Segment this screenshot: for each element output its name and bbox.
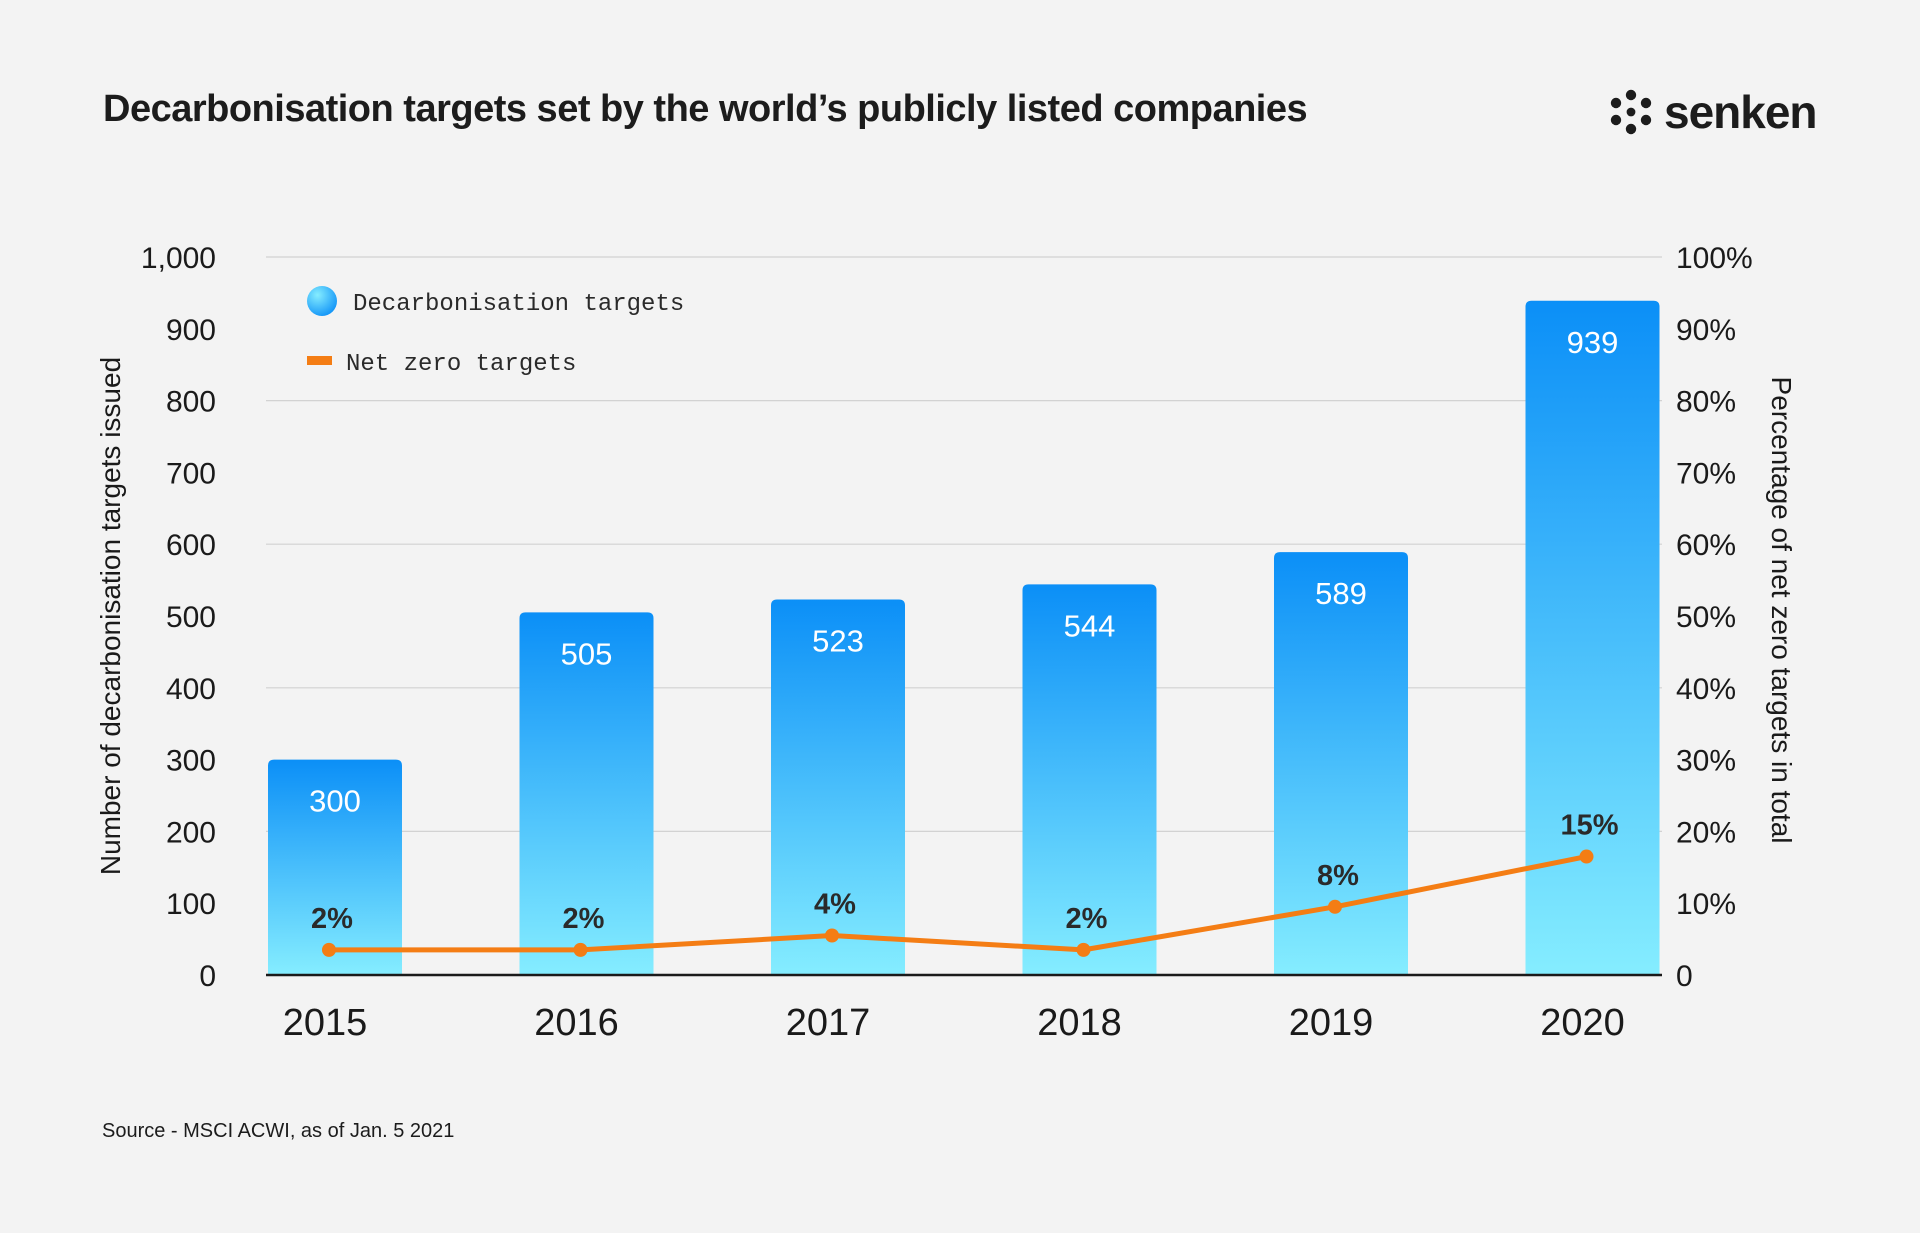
y2-tick-label: 90%	[1676, 314, 1736, 347]
net-zero-label: 15%	[1560, 810, 1618, 842]
y-tick-label: 1,000	[141, 242, 216, 275]
y2-tick-label: 10%	[1676, 888, 1736, 921]
net-zero-label: 4%	[814, 889, 856, 921]
x-tick-label: 2019	[1289, 1002, 1374, 1044]
bar-value-label: 589	[1315, 576, 1367, 611]
x-tick-label: 2015	[283, 1002, 368, 1044]
bar-2016	[519, 612, 654, 975]
bar-value-label: 300	[309, 784, 361, 819]
y-tick-label: 500	[166, 601, 216, 634]
x-tick-label: 2020	[1540, 1002, 1625, 1044]
y2-axis-title: Percentage of net zero targets in total	[1766, 377, 1797, 844]
net-zero-point-2019	[1328, 899, 1342, 914]
bar-value-label: 523	[812, 623, 864, 658]
net-zero-label: 2%	[311, 903, 353, 935]
bar-2018	[1022, 584, 1157, 975]
legend-swatch-decarbonisation	[307, 286, 337, 316]
x-tick-label: 2016	[534, 1002, 619, 1044]
chart-title: Decarbonisation targets set by the world…	[103, 88, 1308, 130]
net-zero-label: 2%	[563, 903, 605, 935]
legend-swatch-net-zero	[307, 356, 332, 365]
net-zero-point-2018	[1076, 942, 1091, 957]
y-tick-label: 0	[199, 960, 216, 993]
y2-tick-label: 30%	[1676, 745, 1736, 778]
net-zero-point-2015	[322, 942, 336, 957]
net-zero-line	[329, 854, 1587, 953]
y2-tick-label: 40%	[1676, 673, 1736, 706]
y2-tick-label: 80%	[1676, 386, 1736, 419]
y2-tick-label: 0	[1676, 960, 1693, 993]
bar-value-label: 505	[561, 636, 613, 671]
y2-tick-label: 70%	[1676, 457, 1736, 490]
net-zero-label: 2%	[1066, 903, 1108, 935]
bar-2019	[1274, 552, 1408, 975]
y2-tick-label: 60%	[1676, 529, 1736, 562]
y-tick-label: 400	[166, 673, 216, 706]
y2-tick-label: 50%	[1676, 601, 1736, 634]
y-tick-label: 600	[166, 529, 216, 562]
brand-name: senken	[1664, 86, 1818, 138]
bar-2015	[268, 759, 402, 975]
y-tick-label: 700	[166, 457, 216, 490]
net-zero-label: 8%	[1317, 860, 1359, 892]
y2-tick-label: 20%	[1676, 816, 1736, 849]
brand-logo: senken	[1608, 86, 1818, 138]
y-tick-label: 200	[166, 816, 216, 849]
x-tick-label: 2017	[786, 1002, 871, 1044]
x-tick-label: 2018	[1037, 1002, 1122, 1044]
net-zero-point-2017	[825, 928, 839, 943]
y-tick-label: 900	[166, 314, 216, 347]
senken-flower-icon	[1610, 89, 1652, 135]
source-note: Source - MSCI ACWI, as of Jan. 5 2021	[102, 1120, 455, 1142]
bar-2020	[1525, 300, 1660, 976]
bar-value-label: 939	[1567, 325, 1619, 360]
net-zero-point-2020	[1579, 849, 1594, 864]
legend-label-net-zero: Net zero targets	[346, 351, 576, 378]
y2-tick-label: 100%	[1676, 242, 1753, 275]
legend-label-decarbonisation: Decarbonisation targets	[353, 291, 684, 318]
bar-value-label: 544	[1064, 608, 1116, 643]
y-axis-title: Number of decarbonisation targets issued	[95, 357, 126, 875]
net-zero-point-2016	[573, 942, 588, 957]
bar-2017	[771, 599, 905, 975]
y-tick-label: 300	[166, 745, 216, 778]
y-tick-label: 800	[166, 386, 216, 419]
y-tick-label: 100	[166, 888, 216, 921]
